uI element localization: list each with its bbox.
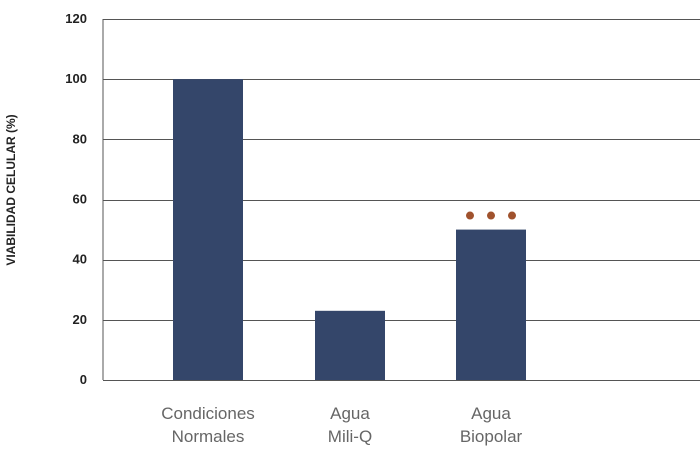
- annotations: [466, 211, 516, 220]
- category-labels: Condiciones Normales Agua Mili-Q Agua Biopola…: [161, 404, 522, 446]
- category-label: Mili-Q: [328, 427, 372, 446]
- category-label: Agua: [330, 404, 370, 423]
- bar: [173, 79, 243, 381]
- category-label: Biopolar: [460, 427, 523, 446]
- y-tick-label: 100: [65, 71, 87, 86]
- bar: [456, 229, 526, 380]
- y-tick-label: 0: [80, 372, 87, 387]
- bars: [173, 79, 526, 381]
- significance-dot: [508, 211, 516, 220]
- y-tick-label: 40: [73, 252, 87, 267]
- y-tick-label: 120: [65, 11, 87, 26]
- significance-marker: [466, 211, 516, 220]
- bar: [315, 310, 385, 380]
- y-tick-label: 80: [73, 131, 87, 146]
- significance-dot: [487, 211, 495, 220]
- category-label: Condiciones: [161, 404, 255, 423]
- y-tick-label: 60: [73, 192, 87, 207]
- y-tick-labels: 0 20 40 60 80 100 120: [65, 11, 87, 387]
- category-label: Normales: [172, 427, 245, 446]
- y-axis-label: VIABILIDAD CELULAR (%): [4, 114, 18, 265]
- significance-dot: [466, 211, 474, 220]
- y-tick-label: 20: [73, 312, 87, 327]
- category-label: Agua: [471, 404, 511, 423]
